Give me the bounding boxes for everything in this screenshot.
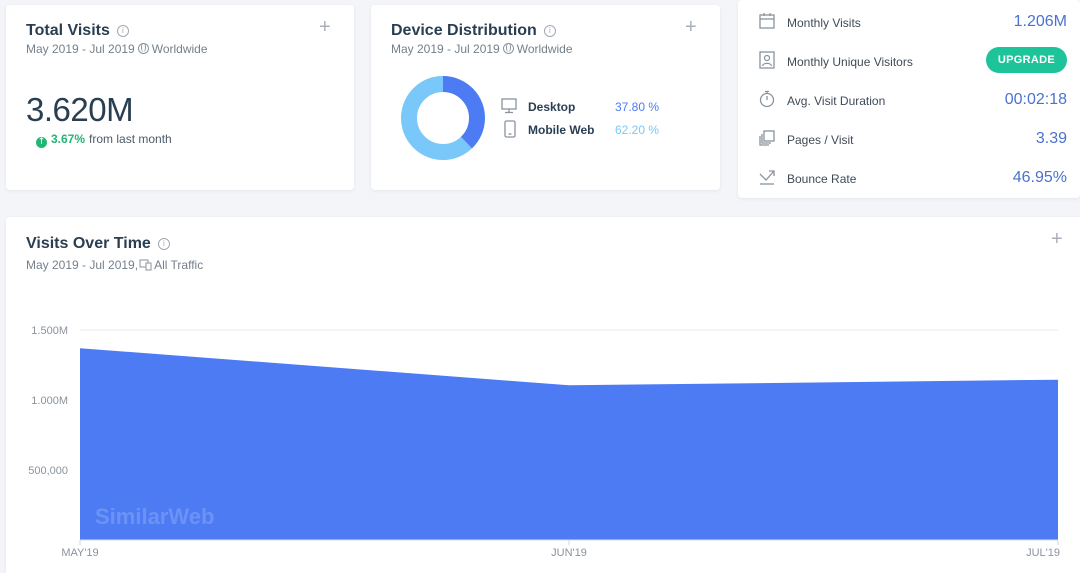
donut-slice-desktop[interactable] [401, 76, 485, 160]
metric-label: Monthly Unique Visitors [787, 55, 913, 69]
plus-icon[interactable]: + [319, 16, 331, 38]
change-percent: 3.67% [51, 132, 86, 146]
legend-value: 62.20 % [615, 123, 660, 137]
arrow-up-icon: ↑ [36, 137, 47, 148]
pages-icon [759, 130, 775, 146]
plus-icon[interactable]: + [685, 16, 697, 38]
metric-value: 1.206M [1013, 13, 1067, 30]
legend-label: Mobile Web [528, 123, 595, 137]
change-indicator: ↑ 3.67% from last month [36, 132, 172, 148]
metric-value: 00:02:18 [1004, 91, 1067, 108]
metric-label: Bounce Rate [787, 172, 857, 186]
visits-over-time-subtitle: May 2019 - Jul 2019, All Traffic [26, 258, 204, 272]
person-icon [759, 51, 775, 69]
metric-pages-per-visit: Pages / Visit 3.39 [738, 125, 1080, 155]
mobile-icon [504, 120, 516, 138]
metric-label: Avg. Visit Duration [787, 94, 886, 108]
stopwatch-icon [759, 90, 775, 108]
info-icon[interactable]: i [116, 25, 129, 37]
visits-over-time-title: Visits Over Time i [26, 235, 170, 253]
total-visits-subtitle: May 2019 - Jul 2019 Worldwide [26, 42, 208, 56]
metric-label: Pages / Visit [787, 133, 854, 147]
change-text: from last month [89, 132, 172, 146]
legend-label: Desktop [528, 100, 576, 114]
engagement-metrics-card: Monthly Visits 1.206M Monthly Unique Vis… [738, 0, 1080, 198]
device-distribution-subtitle: May 2019 - Jul 2019 Worldwide [391, 42, 573, 56]
calendar-icon [759, 13, 775, 29]
metric-value: 46.95% [1012, 169, 1067, 186]
total-visits-card: Total Visits i May 2019 - Jul 2019 Worldwi… [6, 5, 354, 190]
plus-icon[interactable]: + [1051, 228, 1063, 250]
legend-value: 37.80 % [615, 100, 660, 114]
desktop-icon [501, 98, 517, 114]
metric-bounce-rate: Bounce Rate 46.95% [738, 164, 1080, 194]
metric-monthly-visits: Monthly Visits 1.206M [738, 8, 1080, 38]
globe-icon [502, 43, 514, 54]
device-distribution-card: Device Distribution i May 2019 - Jul 2019… [371, 5, 720, 190]
metric-monthly-unique-visitors: Monthly Unique Visitors UPGRADE [738, 47, 1080, 77]
total-visits-value: 3.620M [26, 91, 134, 128]
metric-label: Monthly Visits [787, 16, 861, 30]
device-distribution-title: Device Distribution i [391, 22, 556, 40]
device-donut-chart [401, 76, 485, 160]
globe-icon [137, 43, 149, 54]
info-icon[interactable]: i [543, 25, 556, 37]
info-icon[interactable]: i [157, 238, 170, 250]
metric-value: 3.39 [1035, 130, 1067, 147]
metric-avg-visit-duration: Avg. Visit Duration 00:02:18 [738, 86, 1080, 116]
total-visits-title: Total Visits i [26, 22, 129, 40]
visits-over-time-card: Visits Over Time i May 2019 - Jul 2019, A… [6, 217, 1080, 573]
upgrade-button[interactable]: UPGRADE [985, 47, 1067, 73]
traffic-icon [139, 259, 152, 271]
bounce-icon [759, 170, 775, 185]
